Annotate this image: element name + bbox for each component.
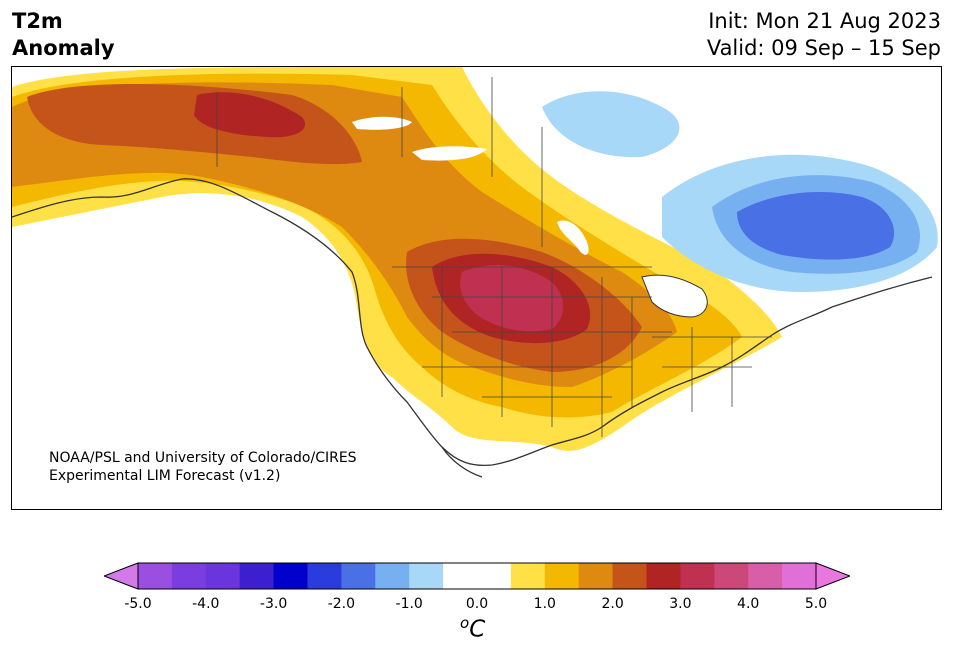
colorbar-bin bbox=[273, 563, 308, 589]
coastline bbox=[12, 178, 933, 478]
state-borders bbox=[216, 77, 772, 437]
colorbar-bin bbox=[510, 563, 546, 589]
colorbar-ticks: -5.0 -4.0 -3.0 -2.0 -1.0 0.0 1.0 2.0 3.0 4.0 5.0 bbox=[0, 596, 953, 616]
colorbar-outline bbox=[137, 562, 817, 590]
colorbar-bin bbox=[409, 563, 444, 589]
colorbar-tick-label: 1.0 bbox=[533, 596, 556, 612]
colorbar-under-arrow bbox=[104, 562, 139, 590]
valid-date: Valid: 09 Sep – 15 Sep bbox=[706, 36, 941, 60]
anomaly-dark-red bbox=[194, 92, 306, 138]
title-line-2: Anomaly bbox=[12, 36, 115, 60]
colorbar-over-arrow bbox=[815, 562, 850, 590]
colorbar-bin bbox=[341, 563, 376, 589]
colorbar-tick-label: -2.0 bbox=[327, 596, 356, 612]
colorbar-tick-label: 3.0 bbox=[669, 596, 692, 612]
credit-line-1: NOAA/PSL and University of Colorado/CIRE… bbox=[49, 450, 357, 466]
init-date: Init: Mon 21 Aug 2023 bbox=[708, 9, 941, 33]
colorbar-tick-label: -1.0 bbox=[395, 596, 423, 612]
anomaly-light-blue bbox=[542, 91, 680, 158]
unit-celsius: C bbox=[469, 616, 486, 643]
colorbar-bin bbox=[205, 563, 241, 589]
anomaly-magenta bbox=[460, 264, 564, 332]
colorbar-bin bbox=[443, 563, 512, 589]
colorbar-bin bbox=[544, 563, 580, 589]
credit-text: NOAA/PSL and University of Colorado/CIRE… bbox=[49, 449, 357, 485]
colorbar-tick-label: -3.0 bbox=[259, 596, 288, 612]
colorbar-tick-label: -5.0 bbox=[124, 596, 152, 612]
anomaly-royal-blue bbox=[737, 192, 895, 260]
colorbar-bin bbox=[171, 563, 207, 589]
anomaly-map bbox=[11, 66, 942, 510]
colorbar-tick-label: 2.0 bbox=[601, 596, 624, 612]
colorbar-tick-label: 4.0 bbox=[737, 596, 760, 612]
colorbar-bins bbox=[138, 563, 817, 589]
unit-degree: o bbox=[460, 614, 470, 632]
colorbar-tick-label: 0.0 bbox=[465, 596, 489, 612]
colorbar-bin bbox=[748, 563, 783, 589]
colorbar-bin bbox=[307, 563, 342, 589]
colorbar-bin bbox=[375, 563, 410, 589]
colorbar-bin bbox=[578, 563, 614, 589]
map-title: T2m Anomaly bbox=[12, 8, 115, 62]
forecast-dates: Init: Mon 21 Aug 2023 Valid: 09 Sep – 15… bbox=[707, 8, 941, 62]
map-svg bbox=[12, 67, 938, 478]
colorbar-bin bbox=[782, 563, 817, 589]
colorbar-bin bbox=[239, 563, 275, 589]
colorbar-tick-label: 5.0 bbox=[804, 596, 828, 612]
colorbar-bin bbox=[612, 563, 647, 589]
anomaly-burnt-orange bbox=[27, 84, 362, 165]
colorbar-tick-label: -4.0 bbox=[192, 596, 220, 612]
colorbar-bin bbox=[646, 563, 681, 589]
colorbar bbox=[104, 562, 850, 590]
credit-line-2: Experimental LIM Forecast (v1.2) bbox=[49, 468, 281, 484]
colorbar-unit: oC bbox=[460, 614, 485, 643]
colorbar-bin bbox=[138, 563, 173, 589]
colorbar-bin bbox=[714, 563, 749, 589]
great-lakes bbox=[641, 274, 708, 318]
title-line-1: T2m bbox=[12, 9, 63, 33]
colorbar-bin bbox=[680, 563, 715, 589]
